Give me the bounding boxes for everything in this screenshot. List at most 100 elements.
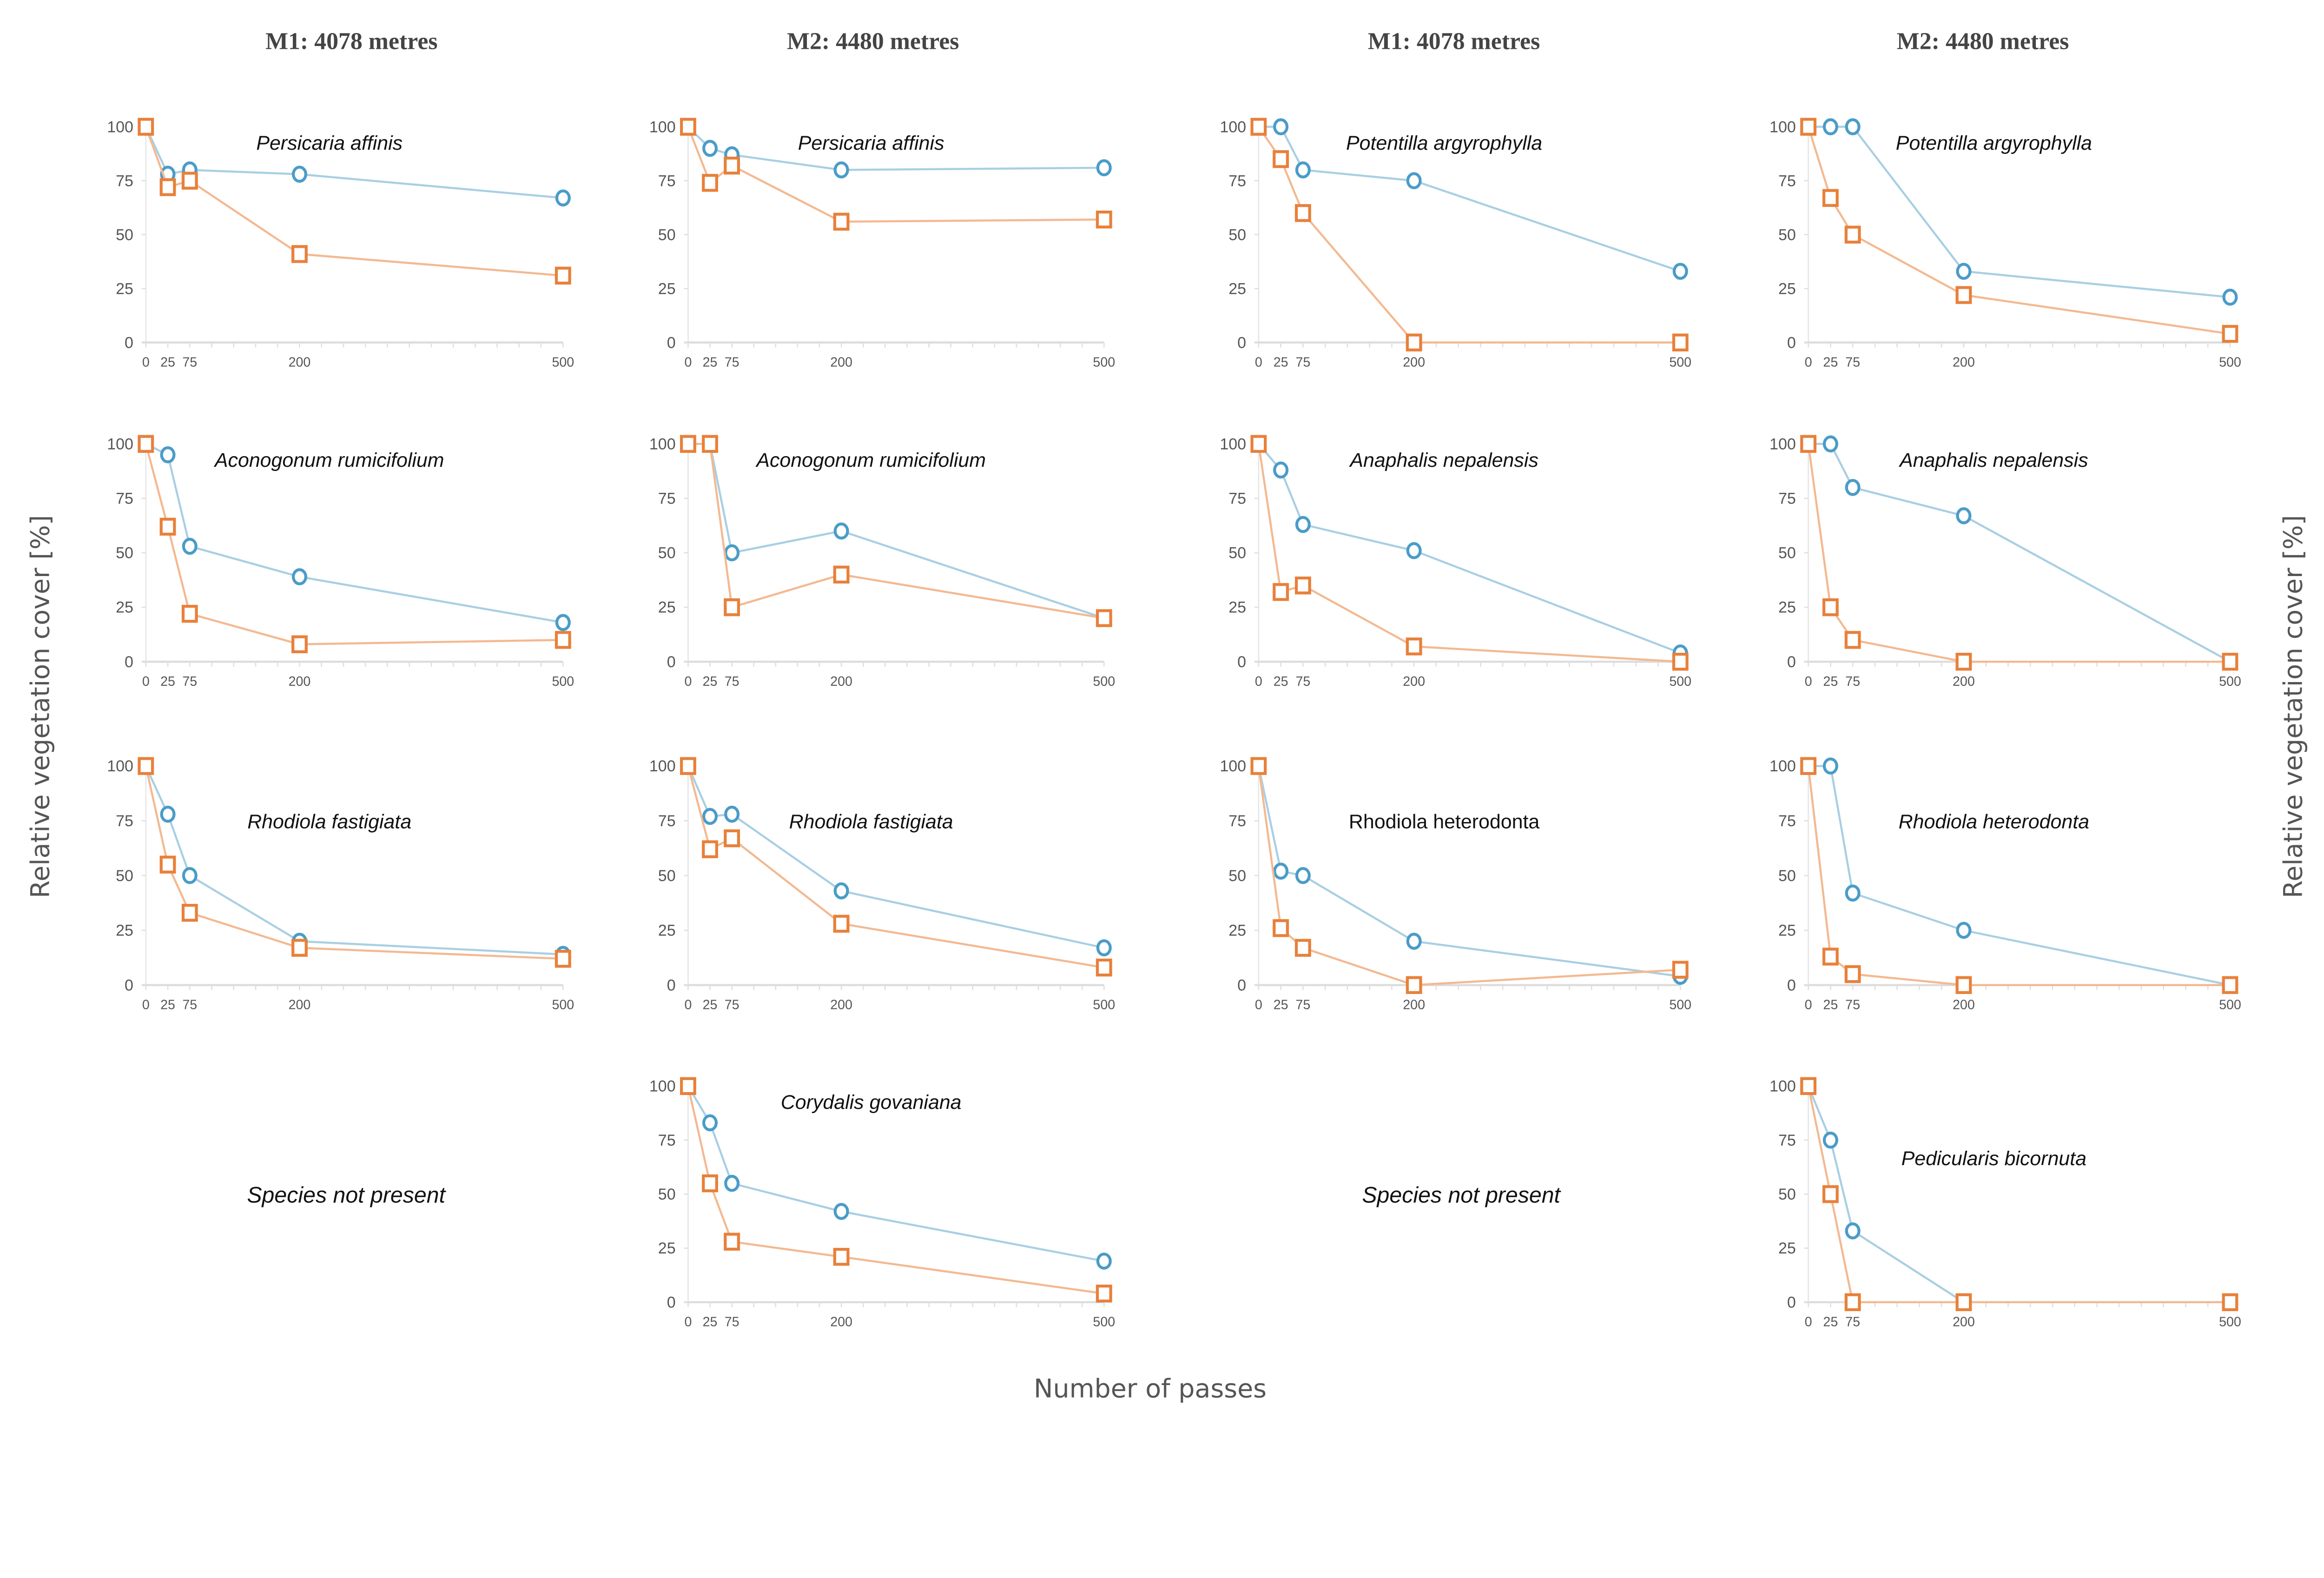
x-tick-label: 75 [1295,674,1310,689]
orange-square-point [1822,948,1839,966]
x-tick-label: 0 [684,674,692,689]
species-title: Persicaria affinis [256,132,403,154]
blue-series-line [1807,1086,2230,1304]
x-tick-label: 0 [1255,355,1262,370]
orange-square-point [1096,609,1112,627]
y-tick-label: 75 [1228,172,1246,190]
orange-square-point [680,1077,696,1095]
blue-circle-point [1295,161,1311,179]
orange-square-point [833,1247,850,1266]
blue-circle-point [291,568,308,585]
blue-circle-point [1672,263,1688,280]
x-tick-label: 75 [182,674,197,689]
blue-series-line [687,765,1104,949]
orange-square-point [680,757,696,775]
x-tick-label: 200 [830,674,852,689]
orange-square-point [724,1233,740,1251]
x-tick-label: 500 [1093,355,1115,370]
y-tick-label: 50 [1778,544,1796,562]
y-tick-label: 50 [1778,226,1796,244]
blue-circle-point [1096,159,1112,177]
orange-square-point [1096,958,1112,977]
x-tick-label: 0 [142,998,150,1013]
y-tick-label: 50 [1228,226,1246,244]
orange-square-point [1800,1077,1817,1095]
x-tick-label: 200 [289,355,311,370]
blue-circle-point [160,446,176,464]
orange-square-point [138,435,154,453]
orange-square-point [2222,325,2238,343]
panel: 0 25 50 75 100 0 25 75 200 500 Aconogonum rumicifo… [649,435,1115,689]
x-tick-label: 25 [160,355,175,370]
panel: Species not present [247,1182,446,1207]
blue-circle-point [1845,884,1861,902]
figure: M1: 4078 metres M2: 4480 metres M1: 4078… [26,28,2308,1404]
species-not-present-note: Species not present [247,1182,446,1207]
orange-square-point [1955,976,1972,994]
y-tick-label: 0 [1787,1293,1796,1311]
y-tick-label: 100 [1769,435,1796,453]
species-title: Rhodiola fastigiata [247,811,411,833]
y-tick-label: 0 [667,1293,676,1311]
species-title: Rhodiola fastigiata [789,811,953,833]
orange-square-point [702,840,718,858]
orange-square-point [555,266,571,285]
orange-series-line [1258,126,1681,344]
y-tick-label: 25 [116,599,133,617]
orange-square-point [159,855,176,874]
species-title: Anaphalis nepalensis [1898,449,2088,471]
orange-series-line [1807,766,2230,986]
panel: 0 25 50 75 100 0 25 75 200 500 Aconogonum rumicifo… [107,435,574,689]
y-tick-label: 0 [1237,976,1246,994]
blue-circle-point [1273,862,1289,880]
panel: 0 25 50 75 100 0 25 75 200 500 Anaphalis nepalensi… [1220,435,1691,689]
panel: 0 25 50 75 100 0 25 75 200 500 Anaphalis nepalensi… [1769,435,2241,689]
species-title: Rhodiola heterodonta [1899,811,2089,833]
y-tick-label: 25 [1228,599,1246,617]
y-tick-label: 100 [1220,757,1246,775]
x-tick-label: 500 [1093,1315,1115,1330]
orange-square-point [833,915,850,933]
y-tick-label: 25 [1228,280,1246,298]
panel: Species not present [1362,1182,1561,1207]
orange-series-line [1807,126,2231,335]
x-tick-label: 200 [1953,355,1975,370]
blue-circle-point [1845,118,1861,135]
y-tick-label: 25 [658,599,676,617]
orange-square-point [181,904,198,922]
orange-square-point [1672,333,1689,351]
y-tick-label: 50 [658,1186,676,1203]
y-tick-label: 50 [658,226,676,244]
x-tick-label: 0 [1805,1315,1812,1330]
x-tick-label: 75 [1295,998,1310,1013]
x-tick-label: 25 [160,674,175,689]
blue-circle-point [291,166,308,183]
column-header-1: M1: 4078 metres [265,28,437,54]
y-tick-label: 0 [667,334,676,351]
x-tick-label: 200 [1403,355,1425,370]
x-tick-label: 75 [182,998,197,1013]
blue-series-line [1808,765,2231,986]
species-title: Rhodiola heterodonta [1349,811,1539,833]
orange-square-point [1406,333,1422,351]
y-tick-label: 50 [116,544,133,562]
x-tick-label: 75 [1845,674,1860,689]
orange-square-point [1955,286,1972,304]
orange-square-point [1822,1185,1839,1203]
orange-square-point [1250,435,1267,453]
blue-circle-point [1845,479,1861,496]
blue-circle-point [1822,757,1838,775]
orange-square-point [555,949,571,968]
species-title: Corydalis govaniana [781,1091,962,1114]
x-tick-label: 0 [142,355,150,370]
x-tick-label: 0 [1255,998,1262,1013]
orange-square-point [1800,435,1817,453]
x-tick-label: 500 [1093,674,1115,689]
x-tick-label: 500 [1669,355,1691,370]
orange-square-point [1273,583,1289,601]
orange-square-point [1294,204,1311,222]
orange-square-point [138,118,154,136]
orange-square-point [291,245,308,263]
orange-square-point [555,631,571,649]
blue-circle-point [1406,172,1422,189]
